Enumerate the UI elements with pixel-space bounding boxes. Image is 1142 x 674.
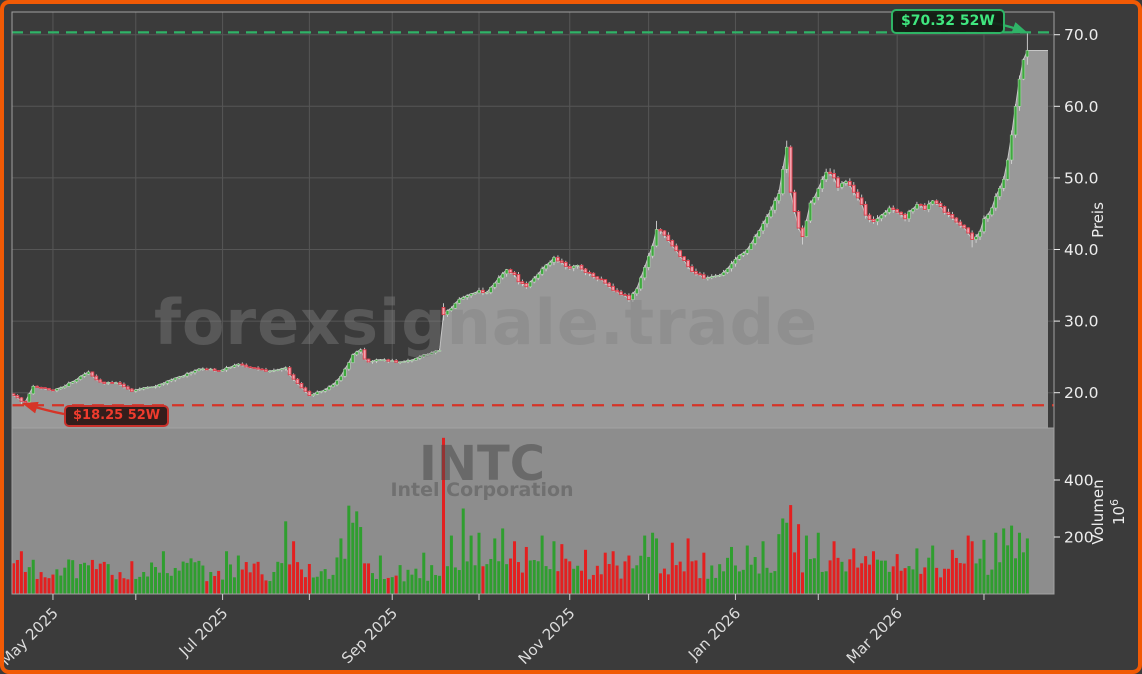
price-area-fill	[12, 50, 1048, 428]
price-axis: 20.0 30.0 40.0 50.0 60.0 70.0 Preis	[1054, 26, 1107, 402]
annotation-52w-low: $18.25 52W	[64, 405, 170, 427]
volume-tick-label: 400	[1064, 472, 1094, 490]
volume-bars	[12, 437, 1029, 594]
volume-tick-label: 200	[1064, 529, 1094, 547]
volume-panel-spine	[11, 427, 1055, 595]
52w-low-arrow	[22, 401, 65, 416]
annotation-52w-high-label: $70.32 52W	[901, 13, 995, 29]
annotation-52w-high: $70.32 52W	[891, 9, 1005, 34]
price-tick-label: 20.0	[1064, 384, 1099, 402]
price-tick-label: 50.0	[1064, 169, 1099, 187]
price-tick-label: 70.0	[1064, 26, 1099, 44]
price-tick-label: 30.0	[1064, 313, 1099, 331]
candles	[12, 32, 1030, 406]
price-tick-label: 40.0	[1064, 241, 1099, 259]
price-axis-title: Preis	[1089, 202, 1107, 238]
annotation-52w-low-label: $18.25 52W	[73, 408, 161, 423]
price-tick-label: 60.0	[1064, 98, 1099, 116]
volume-axis-title: Volumen	[1089, 479, 1107, 544]
